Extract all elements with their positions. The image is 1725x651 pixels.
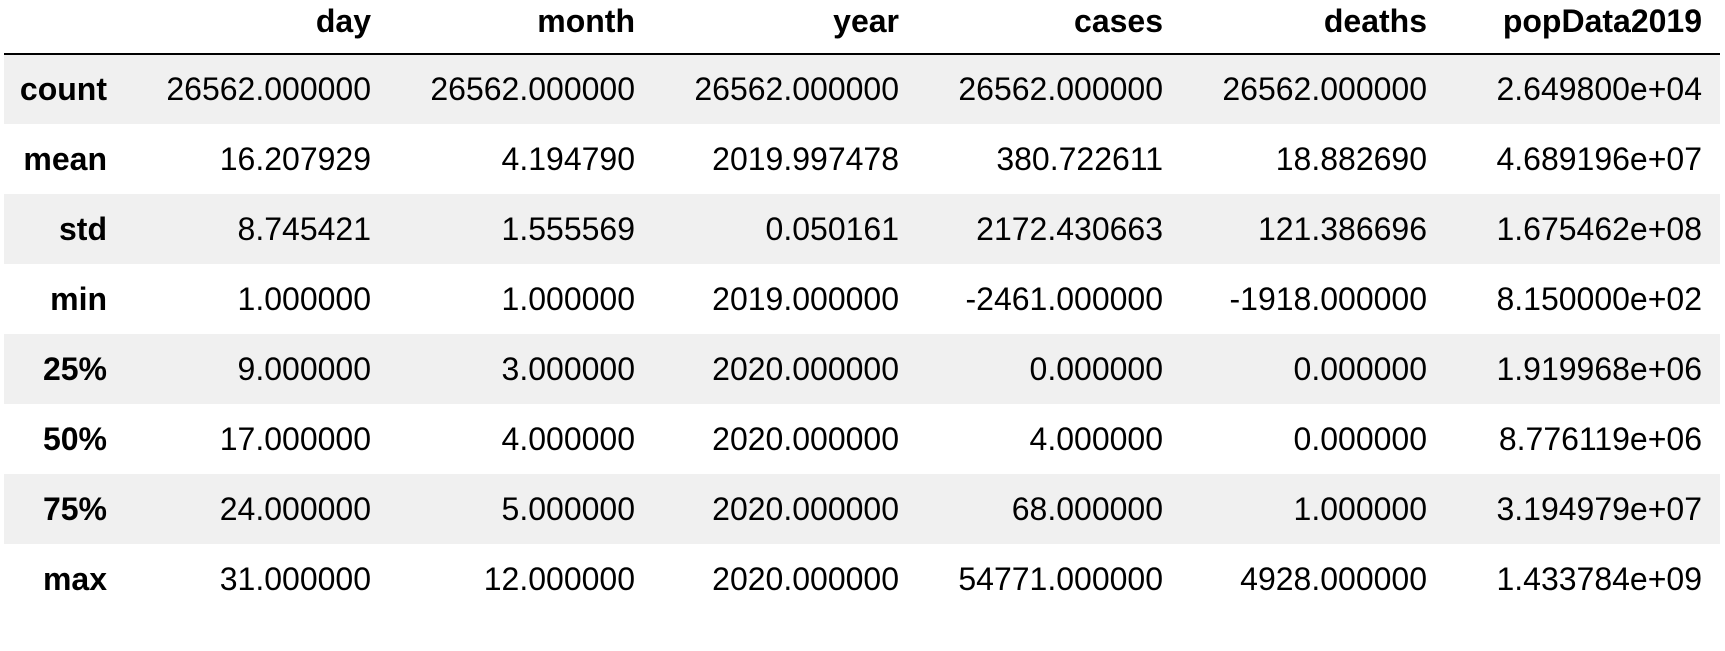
row-index-label: std: [59, 210, 107, 247]
cell-year: 2020.000000: [712, 490, 899, 527]
row-index-label: 50%: [42, 420, 107, 457]
cell-popdata2019: 8.150000e+02: [1496, 280, 1702, 317]
cell-deaths: 0.000000: [1293, 350, 1427, 387]
cell-deaths: 4928.000000: [1240, 560, 1427, 597]
row-index-label: 25%: [42, 350, 107, 387]
cell-day: 1.000000: [237, 280, 371, 317]
cell-popdata2019: 4.689196e+07: [1496, 140, 1702, 177]
header-row: day month year cases deaths popData2019: [4, 0, 1720, 55]
cell-year: 0.050161: [765, 210, 899, 247]
table-body: count 26562.000000 26562.000000 26562.00000…: [4, 54, 1720, 614]
column-header-cases: cases: [921, 0, 1185, 55]
cell-popdata2019: 1.675462e+08: [1496, 210, 1702, 247]
table-row: mean 16.207929 4.194790 2019.997478 380.7226…: [4, 124, 1720, 194]
cell-popdata2019: 1.433784e+09: [1496, 560, 1702, 597]
cell-month: 1.000000: [501, 280, 635, 317]
cell-cases: 68.000000: [1011, 490, 1163, 527]
cell-popdata2019: 1.919968e+06: [1496, 350, 1702, 387]
cell-day: 9.000000: [237, 350, 371, 387]
cell-year: 26562.000000: [694, 71, 899, 107]
cell-year: 2019.997478: [712, 140, 899, 177]
cell-day: 16.207929: [219, 140, 371, 177]
cell-cases: 2172.430663: [976, 210, 1163, 247]
cell-day: 26562.000000: [166, 71, 371, 107]
column-header-month: month: [393, 0, 657, 55]
table-row: std 8.745421 1.555569 0.050161 2172.430663 12…: [4, 194, 1720, 264]
cell-popdata2019: 3.194979e+07: [1496, 490, 1702, 527]
cell-popdata2019: 2.649800e+04: [1496, 71, 1702, 107]
cell-month: 26562.000000: [430, 71, 635, 107]
cell-day: 17.000000: [219, 420, 371, 457]
column-header-deaths: deaths: [1185, 0, 1449, 55]
table-row: count 26562.000000 26562.000000 26562.00000…: [4, 54, 1720, 124]
cell-month: 4.000000: [501, 420, 635, 457]
row-index-label: min: [50, 280, 107, 317]
cell-month: 12.000000: [483, 560, 635, 597]
cell-year: 2020.000000: [712, 350, 899, 387]
column-header-day: day: [129, 0, 393, 55]
cell-month: 5.000000: [501, 490, 635, 527]
cell-cases: -2461.000000: [965, 280, 1163, 317]
cell-popdata2019: 8.776119e+06: [1498, 420, 1702, 457]
column-header-year: year: [657, 0, 921, 55]
cell-deaths: -1918.000000: [1229, 280, 1427, 317]
cell-deaths: 0.000000: [1293, 420, 1427, 457]
column-header-index: [4, 0, 129, 55]
row-index-label: mean: [23, 140, 107, 177]
row-index-label: 75%: [42, 490, 107, 527]
table-row: 75% 24.000000 5.000000 2020.000000 68.000000…: [4, 474, 1720, 544]
row-index-label: count: [19, 71, 107, 107]
cell-day: 31.000000: [219, 560, 371, 597]
table-row: min 1.000000 1.000000 2019.000000 -2461.0000…: [4, 264, 1720, 334]
cell-cases: 4.000000: [1029, 420, 1163, 457]
cell-month: 3.000000: [501, 350, 635, 387]
cell-month: 1.555569: [501, 210, 635, 247]
cell-cases: 380.722611: [996, 140, 1163, 177]
table-row: max 31.000000 12.000000 2020.000000 54771.00…: [4, 544, 1720, 614]
cell-month: 4.194790: [501, 140, 635, 177]
cell-day: 24.000000: [219, 490, 371, 527]
cell-deaths: 1.000000: [1293, 490, 1427, 527]
cell-cases: 0.000000: [1029, 350, 1163, 387]
describe-table: day month year cases deaths popData2019 …: [4, 0, 1720, 614]
cell-year: 2020.000000: [712, 420, 899, 457]
cell-cases: 26562.000000: [958, 71, 1163, 107]
cell-year: 2019.000000: [712, 280, 899, 317]
cell-cases: 54771.000000: [958, 560, 1163, 597]
table-row: 50% 17.000000 4.000000 2020.000000 4.000000 0…: [4, 404, 1720, 474]
cell-day: 8.745421: [237, 210, 371, 247]
table-row: 25% 9.000000 3.000000 2020.000000 0.000000 0.…: [4, 334, 1720, 404]
cell-deaths: 121.386696: [1257, 210, 1427, 247]
cell-deaths: 26562.000000: [1222, 71, 1427, 107]
cell-year: 2020.000000: [712, 560, 899, 597]
row-index-label: max: [42, 560, 107, 597]
column-header-popdata2019: popData2019: [1449, 0, 1720, 55]
cell-deaths: 18.882690: [1275, 140, 1427, 177]
